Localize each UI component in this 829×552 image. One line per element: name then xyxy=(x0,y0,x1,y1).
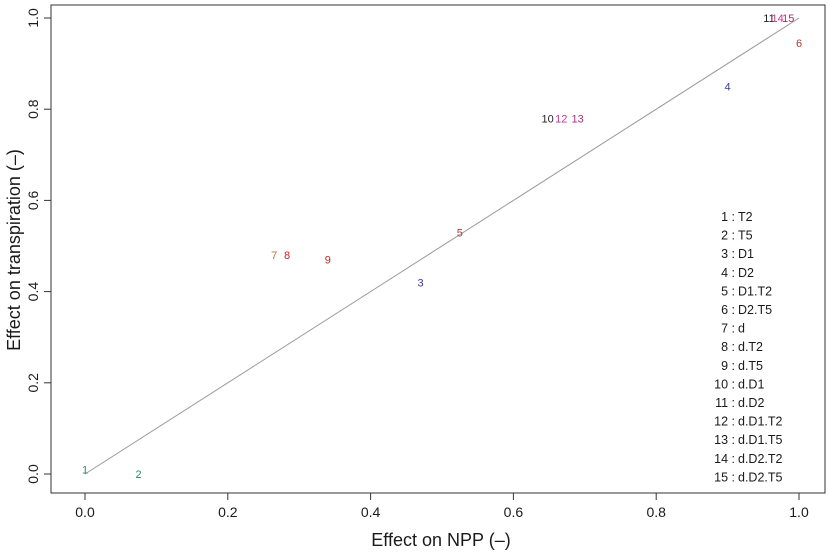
point-label-3: 3 xyxy=(418,277,424,289)
legend-entry-text: d.D2.T5 xyxy=(738,470,783,484)
legend-entry-number: 12 : xyxy=(714,415,735,429)
legend-entry-number: 1 : xyxy=(721,210,735,224)
legend-entry-text: d.D1 xyxy=(738,377,764,391)
legend-entry-number: 9 : xyxy=(721,359,735,373)
y-tick-label: 0.0 xyxy=(25,464,41,484)
point-label-12: 12 xyxy=(555,113,567,125)
legend-entry-text: D2.T5 xyxy=(738,303,772,317)
legend-entry-text: T5 xyxy=(738,229,753,243)
legend-entry-number: 2 : xyxy=(721,229,735,243)
legend-entry-text: T2 xyxy=(738,210,753,224)
y-tick-label: 0.2 xyxy=(25,373,41,393)
legend-entry-number: 5 : xyxy=(721,284,735,298)
plot-frame xyxy=(50,4,826,494)
point-label-1: 1 xyxy=(82,464,88,476)
legend-entry-number: 11 : xyxy=(715,396,735,410)
point-label-10: 10 xyxy=(542,113,554,125)
axis-ticks: 0.0 0.2 0.4 0.6 0.8 1.0 0.0 0.2 0.4 0.6 0.8 1.0 xyxy=(25,8,809,520)
legend-entry-text: d.D2 xyxy=(738,396,764,410)
point-label-7: 7 xyxy=(271,250,277,262)
point-label-11: 11 xyxy=(763,13,774,25)
legend-entry-text: d xyxy=(738,322,745,336)
legend-entry-number: 8 : xyxy=(721,340,735,354)
legend-entry-number: 14 : xyxy=(714,452,735,466)
legend-entry-number: 13 : xyxy=(714,433,735,447)
legend-entry-text: d.T5 xyxy=(738,359,763,373)
legend-entry-text: d.D2.T2 xyxy=(738,452,783,466)
point-label-4: 4 xyxy=(725,81,731,93)
legend-entry-number: 15 : xyxy=(714,470,735,484)
x-tick-label: 1.0 xyxy=(789,504,809,520)
legend-entry-text: D1.T2 xyxy=(738,284,772,298)
reference-line-layer xyxy=(84,17,800,475)
legend-entry-number: 10 : xyxy=(714,377,735,391)
legend-entry-text: D1 xyxy=(738,247,754,261)
x-tick-label: 0.2 xyxy=(218,504,238,520)
point-label-2: 2 xyxy=(135,469,141,481)
point-label-6: 6 xyxy=(796,38,802,50)
y-axis-label: Effect on transpiration (–) xyxy=(4,149,24,351)
point-label-13: 13 xyxy=(572,113,584,125)
y-tick-label: 0.6 xyxy=(25,190,41,210)
x-tick-label: 0.0 xyxy=(75,504,95,520)
x-tick-label: 0.8 xyxy=(646,504,666,520)
point-label-14: 14 xyxy=(771,13,783,25)
legend-entry-number: 6 : xyxy=(721,303,735,317)
x-tick-label: 0.4 xyxy=(361,504,381,520)
legend-entry-number: 7 : xyxy=(721,322,735,336)
x-axis-label: Effect on NPP (–) xyxy=(371,530,510,550)
legend-entry-text: d.D1.T2 xyxy=(738,415,783,429)
y-tick-label: 0.4 xyxy=(25,282,41,302)
y-tick-label: 1.0 xyxy=(25,8,41,28)
y-tick-label: 0.8 xyxy=(25,99,41,119)
point-label-5: 5 xyxy=(457,227,463,239)
legend-entry-text: D2 xyxy=(738,266,754,280)
legend-entry-text: d.T2 xyxy=(738,340,763,354)
legend-entry-number: 4 : xyxy=(721,266,735,280)
reference-line xyxy=(84,17,800,475)
legend: 1 : T22 : T53 : D14 : D25 : D1.T26 : D2.T57 :d… xyxy=(714,210,782,484)
point-label-9: 9 xyxy=(325,255,331,267)
point-label-15: 15 xyxy=(782,13,794,25)
point-label-8: 8 xyxy=(284,250,290,262)
x-tick-label: 0.6 xyxy=(504,504,524,520)
legend-entry-number: 3 : xyxy=(721,247,735,261)
legend-entry-text: d.D1.T5 xyxy=(738,433,783,447)
